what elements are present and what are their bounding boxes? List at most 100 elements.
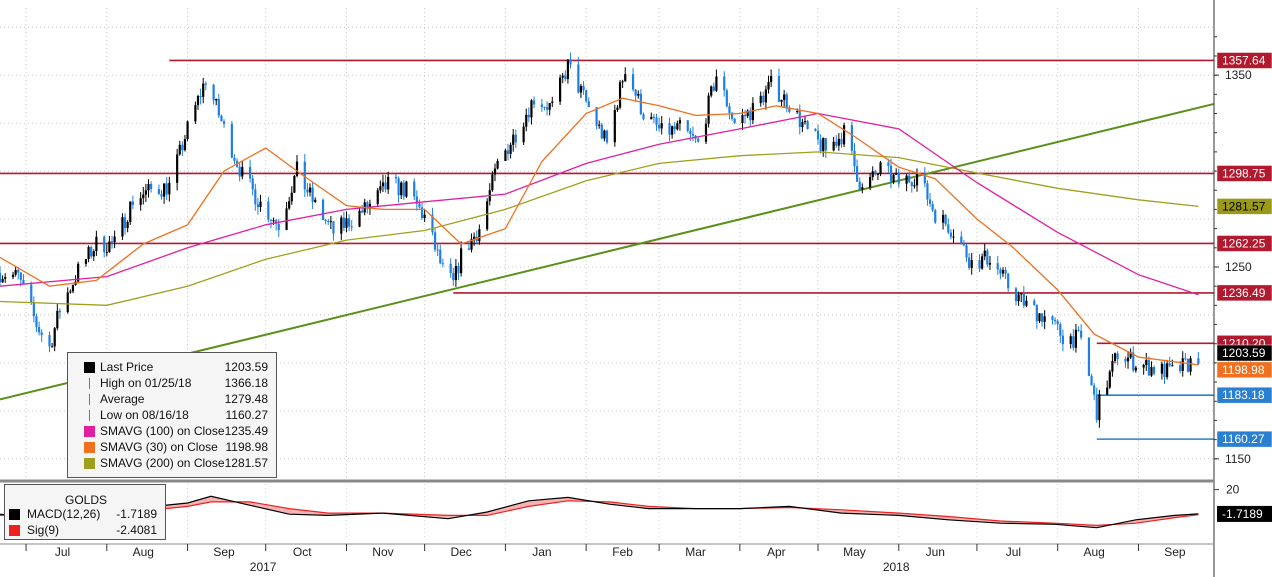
price-bar <box>678 120 682 124</box>
price-bar <box>1129 352 1132 358</box>
price-bar <box>30 284 33 303</box>
price-bar <box>780 99 783 102</box>
price-bar <box>368 203 372 209</box>
price-bar <box>728 106 731 113</box>
price-bar <box>587 101 590 108</box>
price-bar <box>1134 367 1137 371</box>
trendline <box>0 102 1215 401</box>
year-label: 2017 <box>250 560 277 574</box>
price-bar <box>381 182 385 187</box>
price-bar <box>108 241 111 253</box>
price-bar <box>879 162 882 174</box>
price-bar <box>1186 358 1190 372</box>
price-bar <box>123 217 127 229</box>
price-bar <box>204 83 207 85</box>
price-bar <box>634 89 637 96</box>
value-tag-bg <box>1216 284 1272 302</box>
price-bar <box>1152 367 1156 374</box>
price-bar <box>512 134 515 145</box>
sma30-line <box>0 97 1199 366</box>
price-bar <box>655 117 658 125</box>
price-bar <box>71 284 75 292</box>
legend-row: Low on 08/16/18 1160.27 <box>84 407 272 423</box>
price-bar <box>801 122 804 127</box>
price-bar <box>712 86 715 91</box>
price-bar <box>915 173 919 186</box>
price-bar <box>53 328 56 347</box>
legend-label: SMAVG (200) on Close <box>100 456 225 470</box>
price-bar <box>585 90 588 102</box>
time-axis: Jul Aug Sep Oct Nov Dec Jan Feb Mar Apr May Jun Jul A… <box>0 543 1214 574</box>
price-bar <box>569 59 572 65</box>
price-bar <box>183 139 187 151</box>
price-bar <box>238 166 241 177</box>
price-bar <box>671 126 674 135</box>
price-bar <box>491 174 494 191</box>
legend-value: 1279.48 <box>224 392 268 406</box>
price-bar <box>1098 394 1101 421</box>
price-bar <box>295 161 299 176</box>
price-bar <box>1061 335 1065 345</box>
price-bar <box>965 245 968 258</box>
price-bar <box>525 114 528 127</box>
price-bar <box>741 114 744 124</box>
legend-row: SMAVG (200) on Close 1281.57 <box>84 455 272 471</box>
month-label: Oct <box>293 545 312 559</box>
price-bar <box>11 274 15 278</box>
price-bar <box>824 137 827 151</box>
price-bar <box>1132 352 1135 371</box>
month-label: Mar <box>685 545 706 559</box>
price-bar <box>960 236 963 244</box>
price-bar <box>710 86 713 96</box>
price-bar <box>77 263 80 282</box>
price-bar <box>999 269 1002 274</box>
month-label: Jul <box>1006 545 1021 559</box>
price-bar <box>668 123 671 135</box>
price-bar <box>660 123 663 129</box>
price-bar <box>1108 371 1111 388</box>
price-bar <box>105 252 108 254</box>
price-bar <box>559 77 562 102</box>
price-bar <box>342 217 345 228</box>
price-bar <box>1142 365 1145 368</box>
price-bar <box>876 173 880 175</box>
price-bar <box>460 248 463 274</box>
price-bar <box>92 251 95 257</box>
price-bar <box>452 273 455 281</box>
price-bar <box>506 150 510 154</box>
signal-value: -2.4081 <box>116 523 157 537</box>
price-bar <box>603 130 606 139</box>
price-bar <box>473 236 476 239</box>
price-bar <box>129 201 132 223</box>
price-bar <box>822 137 825 152</box>
value-tag-bg <box>1216 386 1272 404</box>
price-bar <box>306 189 309 193</box>
value-tag-label: 1357.64 <box>1222 53 1266 67</box>
month-label: May <box>843 545 866 559</box>
price-bar <box>598 124 601 126</box>
price-bar <box>163 183 166 197</box>
price-bar <box>764 89 768 103</box>
price-bar <box>527 114 530 118</box>
price-bar <box>952 236 955 238</box>
price-bar <box>850 125 853 151</box>
price-bar <box>840 138 843 145</box>
value-tags: 1357.641298.751262.251236.491210.201183.… <box>1216 52 1272 448</box>
price-bar <box>970 260 973 268</box>
price-bar <box>785 94 788 109</box>
value-tag-bg <box>1216 344 1272 362</box>
price-bar <box>454 266 458 281</box>
price-bar <box>1014 288 1018 302</box>
price-bar <box>1040 313 1044 322</box>
price-bar <box>40 332 43 336</box>
price-bar <box>504 150 507 161</box>
price-bar <box>418 203 421 208</box>
price-bar <box>233 157 236 161</box>
price-bar <box>1035 305 1038 322</box>
price-bar <box>874 171 877 175</box>
legend-value: 1160.27 <box>225 408 269 422</box>
y-tick-label: 1350 <box>1225 68 1252 82</box>
price-bar <box>1166 363 1169 378</box>
value-tag-label: 1203.59 <box>1222 346 1266 360</box>
price-bar <box>1056 320 1059 325</box>
